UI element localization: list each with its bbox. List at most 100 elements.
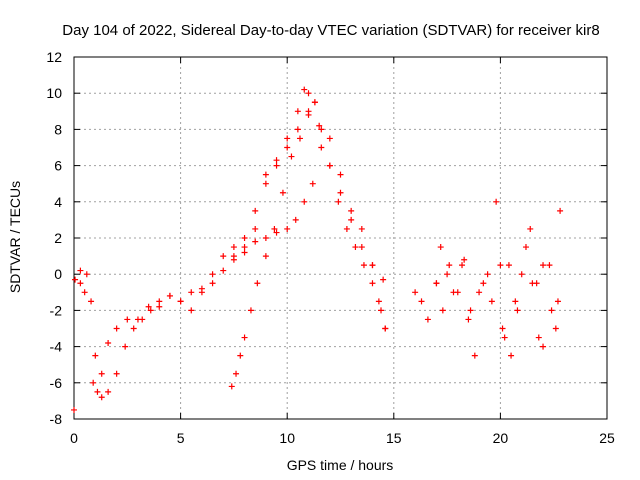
data-point — [499, 325, 506, 332]
series-track-C — [228, 99, 389, 390]
data-point — [358, 225, 365, 232]
data-point — [156, 303, 163, 310]
data-point — [139, 316, 146, 323]
x-tick-label: 5 — [177, 430, 185, 446]
data-point — [188, 307, 195, 314]
data-point — [72, 276, 79, 283]
data-point — [105, 388, 112, 395]
y-tick-label: -2 — [50, 302, 63, 318]
data-point — [124, 316, 131, 323]
data-point — [247, 307, 254, 314]
y-tick-label: 8 — [54, 121, 62, 137]
data-point — [230, 244, 237, 251]
data-point — [318, 126, 325, 133]
x-tick-label: 15 — [386, 430, 402, 446]
data-points — [71, 86, 564, 413]
data-point — [284, 225, 291, 232]
data-point — [318, 144, 325, 151]
data-point — [375, 298, 382, 305]
data-point — [228, 383, 235, 390]
data-point — [288, 153, 295, 160]
data-point — [454, 289, 461, 296]
data-point — [512, 298, 519, 305]
data-point — [337, 171, 344, 178]
data-point — [546, 262, 553, 269]
data-point — [459, 262, 466, 269]
data-point — [241, 334, 248, 341]
data-point — [433, 280, 440, 287]
data-point — [98, 370, 105, 377]
y-tick-label: 6 — [54, 158, 62, 174]
grid-lines — [74, 57, 607, 419]
data-point — [233, 370, 240, 377]
data-point — [92, 352, 99, 359]
y-tick-label: 2 — [54, 230, 62, 246]
data-point — [369, 280, 376, 287]
x-tick-label: 0 — [70, 430, 78, 446]
data-point — [326, 162, 333, 169]
data-point — [437, 244, 444, 251]
data-point — [316, 122, 323, 129]
data-point — [77, 280, 84, 287]
data-point — [467, 307, 474, 314]
data-point — [382, 325, 389, 332]
data-point — [476, 289, 483, 296]
data-point — [522, 244, 529, 251]
data-point — [241, 249, 248, 256]
data-point — [241, 235, 248, 241]
data-point — [326, 135, 333, 142]
data-point — [518, 271, 525, 278]
data-point — [305, 90, 312, 97]
data-point — [508, 352, 515, 359]
data-point — [358, 244, 365, 251]
data-point — [439, 307, 446, 314]
data-point — [262, 253, 269, 260]
data-point — [113, 370, 120, 377]
x-tick-label: 25 — [599, 430, 615, 446]
data-point — [105, 339, 112, 346]
data-point — [446, 262, 453, 269]
y-tick-label: -6 — [50, 375, 63, 391]
data-point — [301, 86, 308, 93]
axis-ticks: 0 5 10 15 20 25 -8 -6 -4 -2 0 2 4 6 8 10 12 — [46, 49, 615, 446]
data-point — [241, 244, 248, 251]
series-track-E — [412, 207, 564, 359]
data-point — [378, 307, 385, 314]
data-point — [220, 267, 227, 274]
data-point — [480, 280, 487, 287]
data-point — [488, 298, 495, 305]
data-point — [380, 276, 387, 283]
data-point — [311, 99, 318, 106]
data-point — [412, 289, 419, 296]
series-track-D — [230, 180, 316, 260]
data-point — [418, 298, 425, 305]
data-point — [497, 262, 504, 269]
data-point — [557, 207, 564, 214]
data-point — [94, 388, 101, 395]
series-track-F — [433, 198, 561, 332]
data-point — [252, 207, 259, 214]
data-point — [147, 307, 154, 314]
data-point — [198, 289, 205, 296]
data-point — [273, 162, 280, 169]
data-point — [90, 379, 97, 386]
x-tick-label: 10 — [279, 430, 295, 446]
y-tick-label: -4 — [50, 339, 63, 355]
series-track-A — [71, 86, 389, 413]
data-point — [279, 189, 286, 196]
y-tick-label: 0 — [54, 266, 62, 282]
y-tick-label: 10 — [46, 85, 62, 101]
data-point — [71, 406, 77, 413]
data-point — [527, 225, 534, 232]
data-point — [554, 298, 561, 305]
data-point — [348, 216, 355, 223]
data-point — [262, 171, 269, 178]
data-point — [145, 303, 152, 310]
data-point — [177, 298, 184, 305]
data-point — [548, 307, 555, 314]
data-point — [156, 298, 163, 305]
data-point — [535, 334, 542, 341]
data-point — [254, 280, 261, 287]
data-point — [505, 262, 512, 269]
data-point — [252, 225, 259, 232]
